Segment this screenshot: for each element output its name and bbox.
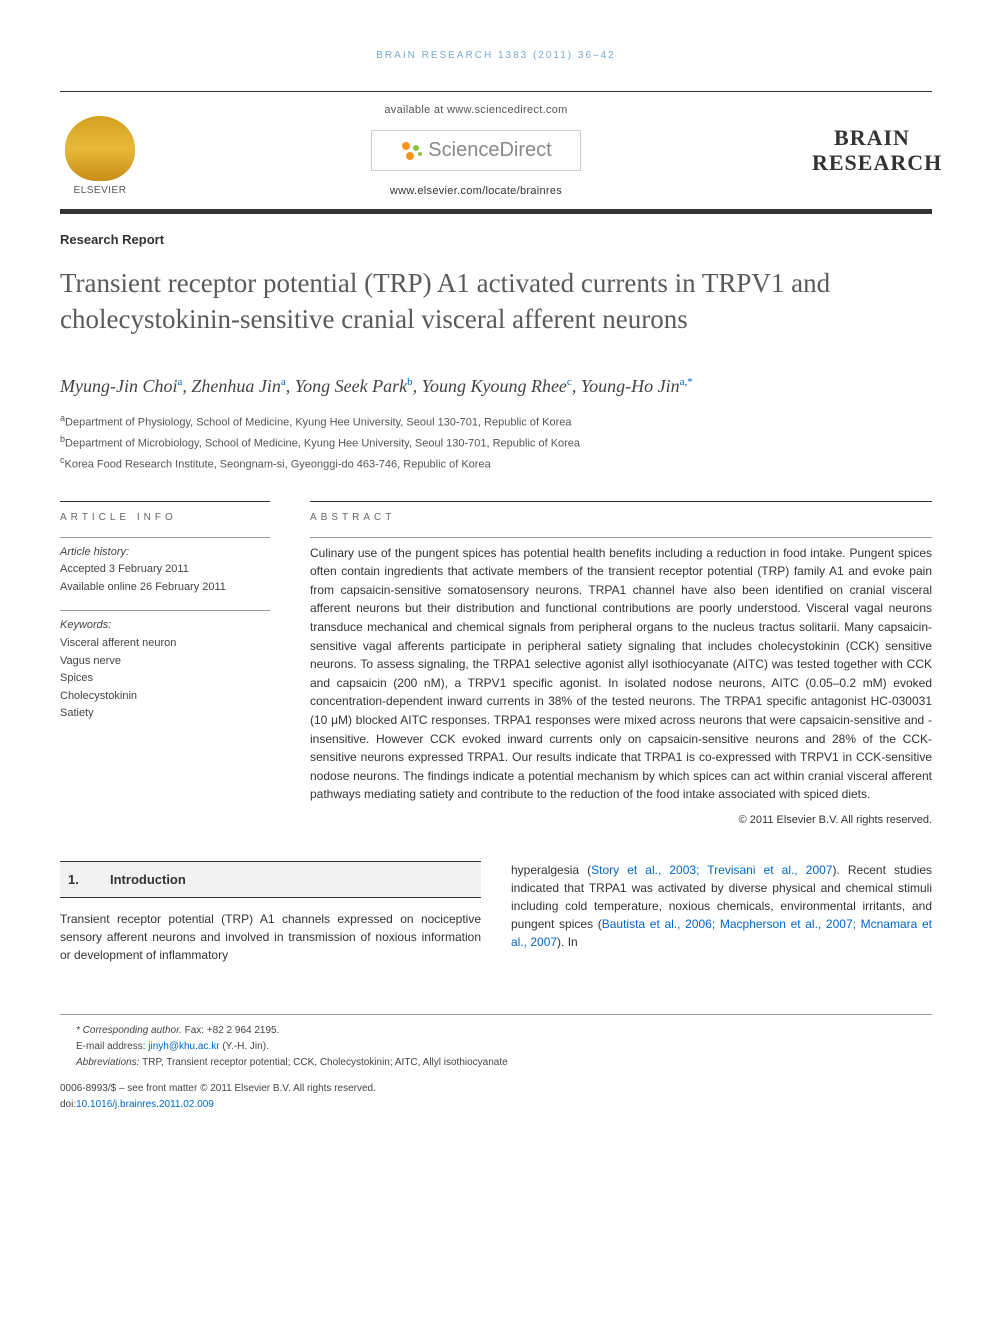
keyword-1: Visceral afferent neuron <box>60 635 270 653</box>
email-line: E-mail address: jinyh@khu.ac.kr (Y.-H. J… <box>76 1039 932 1055</box>
section-title: Introduction <box>110 870 186 890</box>
keywords-label: Keywords: <box>60 617 270 635</box>
header-center: available at www.sciencedirect.com Scien… <box>140 104 812 197</box>
author-3: Yong Seek Park <box>295 376 407 396</box>
article-history: Article history: Accepted 3 February 201… <box>60 537 270 597</box>
elsevier-text: ELSEVIER <box>74 185 127 196</box>
online-date: Available online 26 February 2011 <box>60 579 270 597</box>
article-info-col: ARTICLE INFO Article history: Accepted 3… <box>60 501 270 826</box>
affiliations: aDepartment of Physiology, School of Med… <box>60 411 932 475</box>
history-label: Article history: <box>60 544 270 562</box>
corr-label: * Corresponding author. <box>76 1025 182 1036</box>
keyword-2: Vagus nerve <box>60 653 270 671</box>
affiliation-a: aDepartment of Physiology, School of Med… <box>60 411 932 432</box>
author-5: Young-Ho Jin <box>581 376 680 396</box>
sciencedirect-logo[interactable]: ScienceDirect <box>371 130 580 171</box>
doi-line: doi:10.1016/j.brainres.2011.02.009 <box>60 1097 932 1113</box>
corr-fax: Fax: +82 2 964 2195. <box>182 1025 280 1036</box>
header-block: ELSEVIER available at www.sciencedirect.… <box>60 91 932 214</box>
running-head: BRAIN RESEARCH 1383 (2011) 36–42 <box>60 50 932 61</box>
issn-line: 0006-8993/$ – see front matter © 2011 El… <box>60 1081 932 1097</box>
keyword-3: Spices <box>60 670 270 688</box>
journal-name-2: RESEARCH <box>812 151 932 175</box>
doi-block: 0006-8993/$ – see front matter © 2011 El… <box>60 1081 932 1113</box>
author-2-sup[interactable]: a <box>281 376 286 388</box>
p2-post: ). In <box>557 935 578 949</box>
author-1-sup[interactable]: a <box>177 376 182 388</box>
body-section: 1. Introduction Transient receptor poten… <box>60 861 932 965</box>
body-col-right: hyperalgesia (Story et al., 2003; Trevis… <box>511 861 932 965</box>
info-abstract-row: ARTICLE INFO Article history: Accepted 3… <box>60 501 932 826</box>
keywords-block: Keywords: Visceral afferent neuron Vagus… <box>60 610 270 723</box>
body-para-2: hyperalgesia (Story et al., 2003; Trevis… <box>511 861 932 951</box>
section-number: 1. <box>60 870 110 890</box>
elsevier-tree-icon <box>65 116 135 181</box>
corresponding-author: * Corresponding author. Fax: +82 2 964 2… <box>76 1023 932 1039</box>
article-type: Research Report <box>60 232 932 247</box>
keyword-4: Cholecystokinin <box>60 688 270 706</box>
affiliation-b: bDepartment of Microbiology, School of M… <box>60 432 932 453</box>
journal-url[interactable]: www.elsevier.com/locate/brainres <box>140 185 812 197</box>
author-4: Young Kyoung Rhee <box>422 376 567 396</box>
author-5-sup[interactable]: a,* <box>680 376 693 388</box>
abbrev-text: TRP, Transient receptor potential; CCK, … <box>142 1057 508 1068</box>
sciencedirect-icon <box>400 140 422 162</box>
aff-text-a: Department of Physiology, School of Medi… <box>65 417 571 429</box>
doi-link[interactable]: 10.1016/j.brainres.2011.02.009 <box>76 1099 214 1110</box>
citation-1[interactable]: Story et al., 2003; Trevisani et al., 20… <box>591 863 832 877</box>
page: BRAIN RESEARCH 1383 (2011) 36–42 ELSEVIE… <box>0 0 992 1163</box>
body-para-1: Transient receptor potential (TRP) A1 ch… <box>60 910 481 964</box>
article-title: Transient receptor potential (TRP) A1 ac… <box>60 265 932 338</box>
abstract-copyright: © 2011 Elsevier B.V. All rights reserved… <box>310 814 932 826</box>
aff-text-b: Department of Microbiology, School of Me… <box>65 438 580 450</box>
p2-pre: hyperalgesia ( <box>511 863 591 877</box>
abstract-text: Culinary use of the pungent spices has p… <box>310 537 932 804</box>
authors: Myung-Jin Choia, Zhenhua Jina, Yong Seek… <box>60 376 932 397</box>
sciencedirect-text: ScienceDirect <box>428 139 551 162</box>
author-4-sup[interactable]: c <box>567 376 572 388</box>
author-2: Zhenhua Jin <box>191 376 281 396</box>
footer: * Corresponding author. Fax: +82 2 964 2… <box>60 1014 932 1113</box>
keyword-5: Satiety <box>60 705 270 723</box>
author-3-sup[interactable]: b <box>407 376 413 388</box>
journal-name-1: BRAIN <box>812 126 932 150</box>
abbreviations: Abbreviations: TRP, Transient receptor p… <box>76 1055 932 1071</box>
affiliation-c: cKorea Food Research Institute, Seongnam… <box>60 453 932 474</box>
elsevier-logo[interactable]: ELSEVIER <box>60 106 140 196</box>
abstract-col: ABSTRACT Culinary use of the pungent spi… <box>310 501 932 826</box>
email-attr: (Y.-H. Jin). <box>220 1041 269 1052</box>
aff-text-c: Korea Food Research Institute, Seongnam-… <box>65 459 491 471</box>
journal-logo: BRAIN RESEARCH <box>812 126 932 174</box>
body-col-left: 1. Introduction Transient receptor poten… <box>60 861 481 965</box>
article-info-heading: ARTICLE INFO <box>60 501 270 523</box>
accepted-date: Accepted 3 February 2011 <box>60 561 270 579</box>
author-1: Myung-Jin Choi <box>60 376 177 396</box>
email-label: E-mail address: <box>76 1041 148 1052</box>
footer-inner: * Corresponding author. Fax: +82 2 964 2… <box>76 1023 932 1071</box>
doi-label: doi: <box>60 1099 76 1110</box>
abbrev-label: Abbreviations: <box>76 1057 142 1068</box>
available-at: available at www.sciencedirect.com <box>140 104 812 116</box>
abstract-heading: ABSTRACT <box>310 501 932 523</box>
email-link[interactable]: jinyh@khu.ac.kr <box>148 1041 219 1052</box>
section-heading: 1. Introduction <box>60 861 481 899</box>
